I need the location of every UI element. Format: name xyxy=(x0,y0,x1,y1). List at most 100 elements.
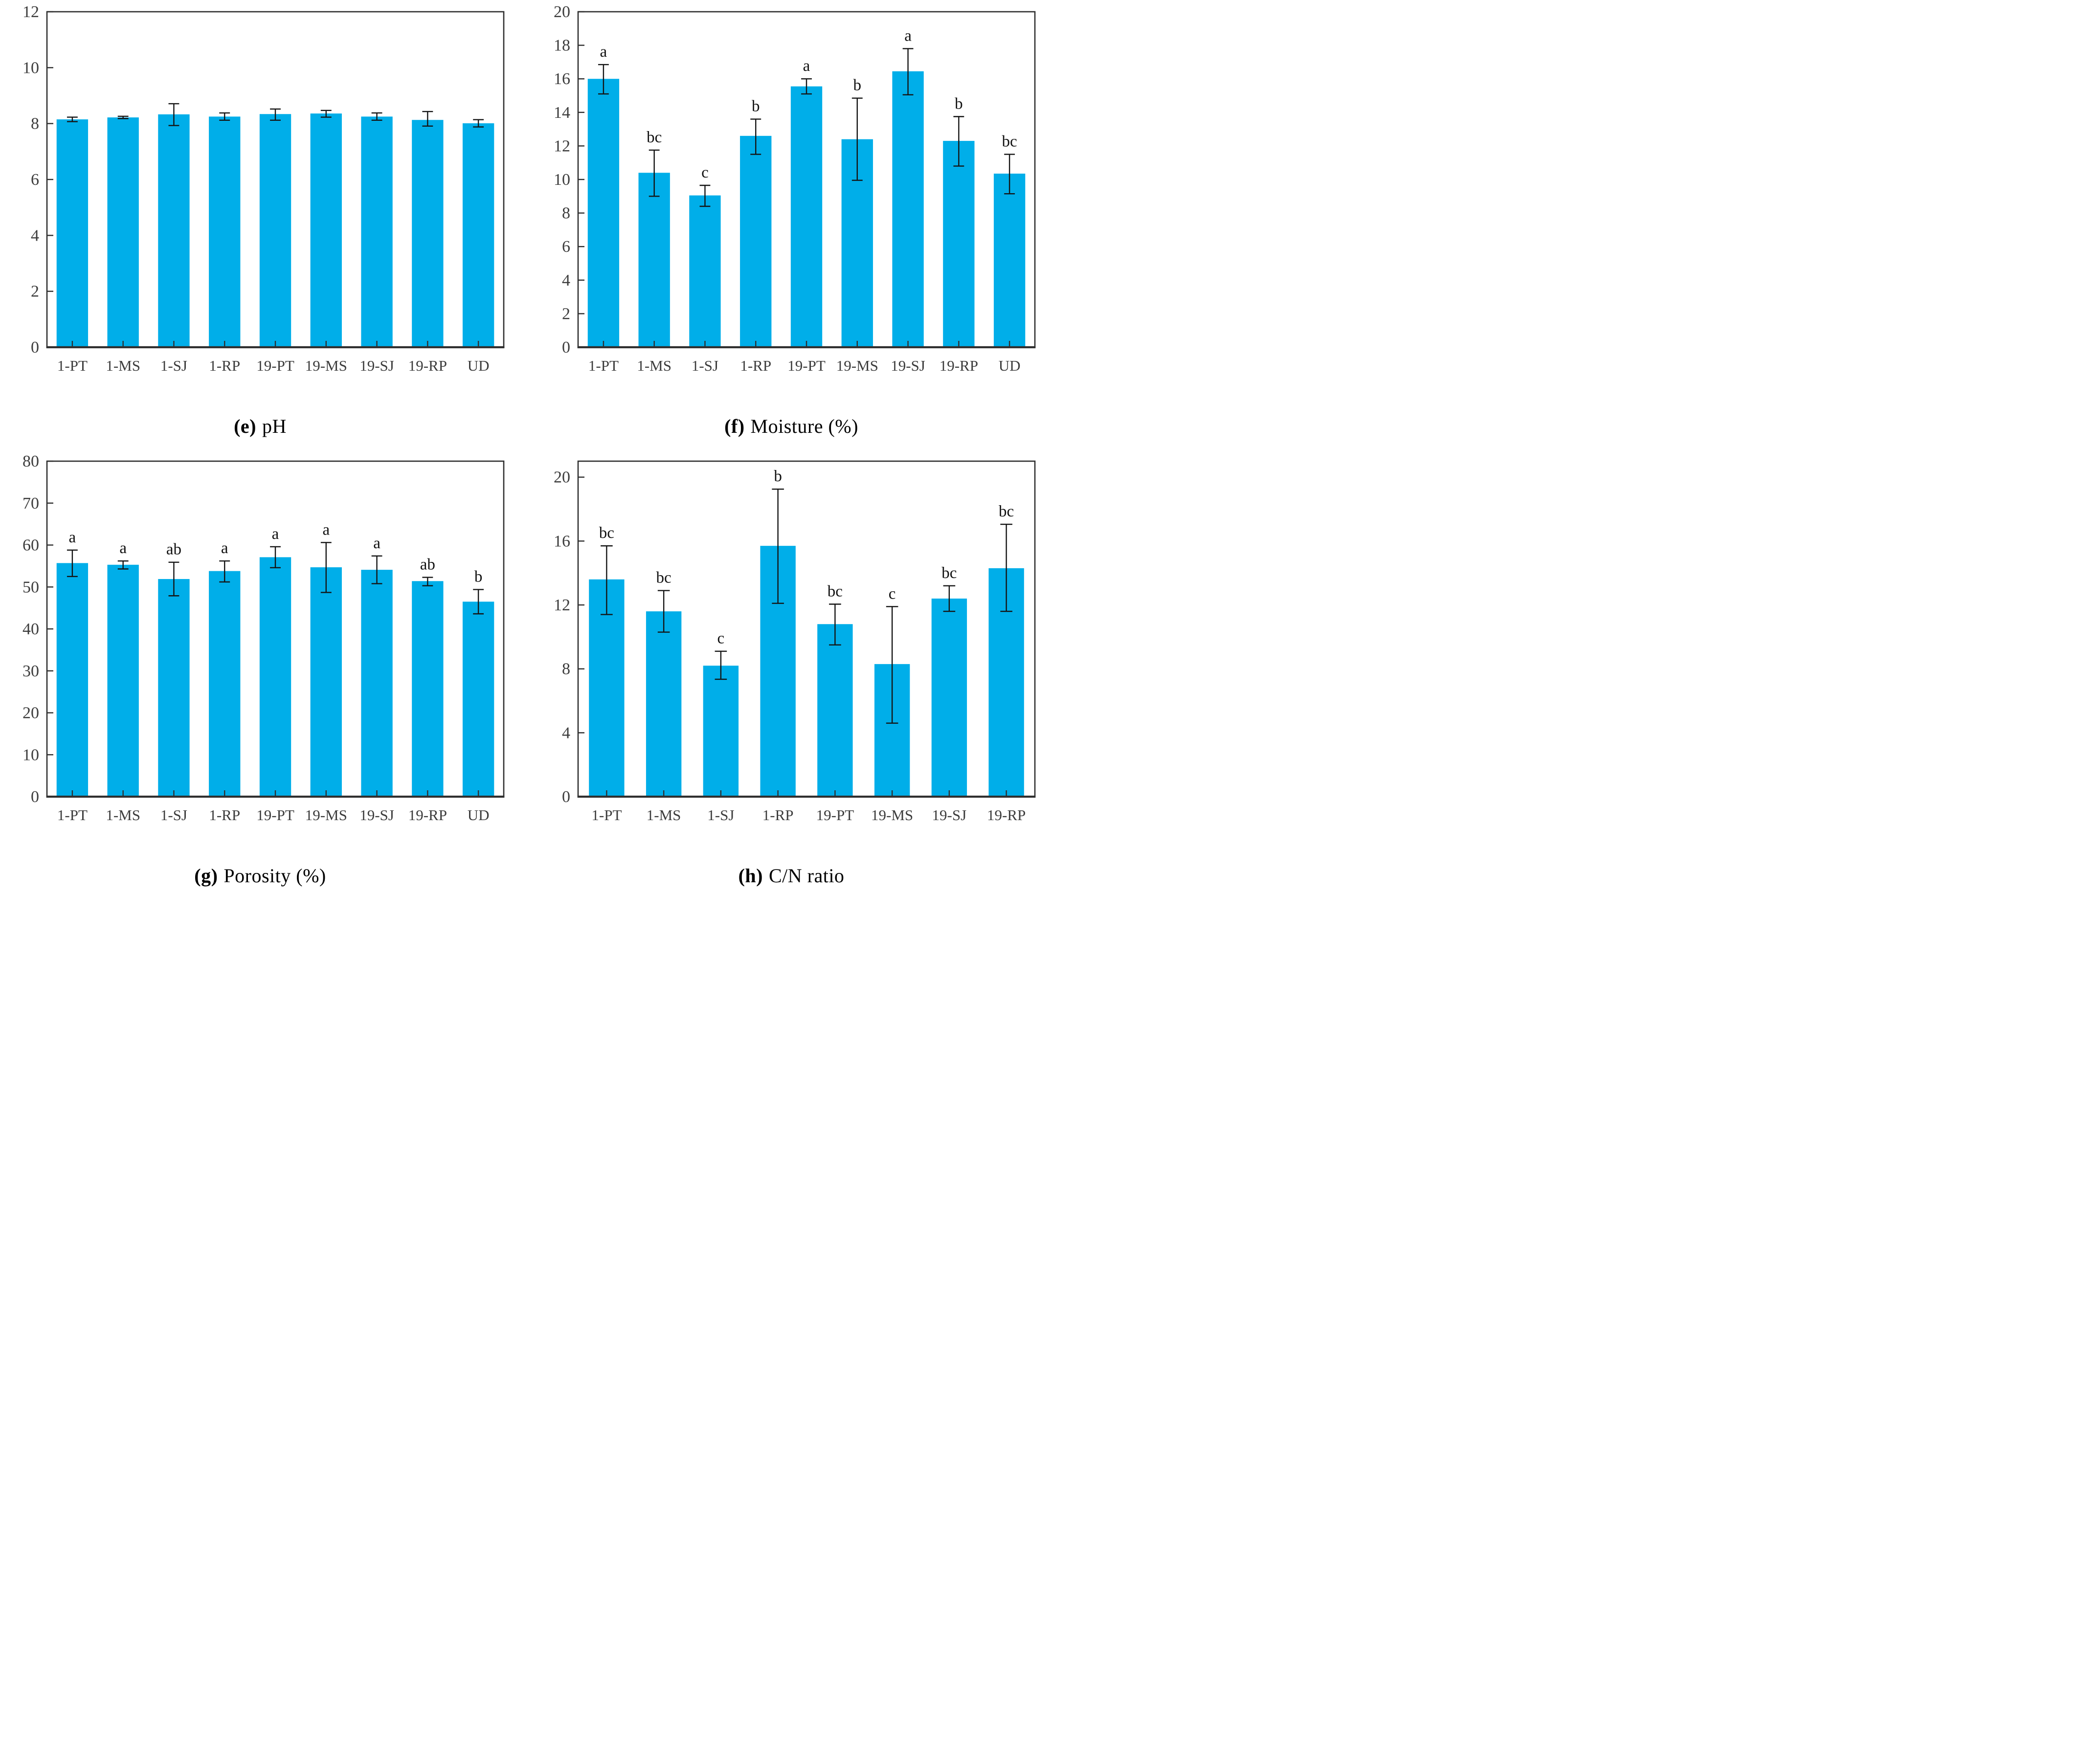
significance-letter-1-RP: b xyxy=(752,98,760,115)
bar-1-RP xyxy=(209,116,241,348)
significance-letter-19-RP: bc xyxy=(999,503,1014,520)
chart-e-ph-plot: 0 2 4 6 8 10 12 1-PT 1-MS 1-SJ 1-RP 19-PT 19-MS 19-SJ… xyxy=(22,5,505,374)
y-axis-tick-label-18: 18 xyxy=(554,37,570,55)
x-axis-category-label-UD: UD xyxy=(468,357,490,374)
bar-19-SJ xyxy=(892,71,924,347)
y-axis-tick-label-40: 40 xyxy=(22,620,39,638)
y-axis-tick-label-80: 80 xyxy=(22,454,39,470)
x-axis-category-label-19-SJ: 19-SJ xyxy=(359,357,394,374)
y-axis-tick-label-8: 8 xyxy=(562,660,570,678)
significance-letter-19-RP: b xyxy=(955,95,963,112)
x-axis-category-label-19-PT: 19-PT xyxy=(256,806,294,824)
significance-letter-1-RP: a xyxy=(221,539,228,557)
x-axis-category-label-1-PT: 1-PT xyxy=(591,806,622,824)
significance-letter-1-PT: a xyxy=(69,529,76,546)
chart-f-caption-label: Moisture (%) xyxy=(750,415,858,437)
y-axis-tick-label-16: 16 xyxy=(554,70,570,88)
chart-g-caption-label: Porosity (%) xyxy=(224,865,326,887)
significance-letter-1-PT: a xyxy=(600,43,607,61)
bar-1-PT xyxy=(56,563,89,797)
y-axis-tick-label-6: 6 xyxy=(562,238,570,256)
x-axis-category-label-19-RP: 19-RP xyxy=(408,357,447,374)
y-axis-tick-label-10: 10 xyxy=(554,171,570,189)
bar-19-PT xyxy=(259,114,291,348)
x-axis-category-label-1-SJ: 1-SJ xyxy=(160,806,187,824)
bar-1-PT xyxy=(587,79,620,347)
x-axis-category-label-UD: UD xyxy=(468,806,490,824)
x-axis-category-label-1-RP: 1-RP xyxy=(762,806,794,824)
chart-g-caption: (g) Porosity (%) xyxy=(0,864,520,887)
x-axis-category-label-1-MS: 1-MS xyxy=(106,806,140,824)
bar-19-MS xyxy=(310,113,342,347)
x-axis-category-label-19-MS: 19-MS xyxy=(305,357,347,374)
chart-h-caption-label: C/N ratio xyxy=(768,865,845,887)
significance-letter-UD: bc xyxy=(1002,133,1017,151)
bar-1-PT xyxy=(589,579,625,797)
y-axis-tick-label-70: 70 xyxy=(22,494,39,513)
bar-UD xyxy=(462,602,494,797)
bar-19-SJ xyxy=(361,116,393,348)
y-axis-tick-label-0: 0 xyxy=(31,338,39,357)
x-axis-category-label-19-SJ: 19-SJ xyxy=(359,806,394,824)
bar-1-PT xyxy=(56,119,89,347)
bar-19-RP xyxy=(412,581,444,797)
y-axis-tick-label-20: 20 xyxy=(554,5,570,21)
y-axis-tick-label-4: 4 xyxy=(562,724,570,742)
y-axis-tick-label-14: 14 xyxy=(554,104,570,122)
bar-19-SJ xyxy=(931,598,967,797)
chart-e-caption: (e) pH xyxy=(0,415,520,438)
x-axis-category-label-19-MS: 19-MS xyxy=(871,806,913,824)
x-axis-category-label-19-RP: 19-RP xyxy=(408,806,447,824)
significance-letter-19-PT: a xyxy=(272,525,279,543)
bar-19-PT xyxy=(259,557,291,797)
bar-1-MS xyxy=(107,564,139,797)
y-axis-tick-label-2: 2 xyxy=(562,305,570,323)
figure-panel-grid: 0 2 4 6 8 10 12 1-PT 1-MS 1-SJ 1-RP 19-PT 19-MS 19-SJ… xyxy=(0,0,1052,915)
x-axis-category-label-1-SJ: 1-SJ xyxy=(692,357,718,374)
significance-letter-19-PT: a xyxy=(803,57,810,75)
x-axis-category-label-19-MS: 19-MS xyxy=(305,806,347,824)
x-axis-category-label-1-RP: 1-RP xyxy=(209,357,240,374)
y-axis-tick-label-8: 8 xyxy=(562,204,570,223)
x-axis-category-label-1-MS: 1-MS xyxy=(106,357,140,374)
significance-letter-19-SJ: a xyxy=(373,535,381,552)
bar-19-PT xyxy=(817,624,853,797)
x-axis-category-label-1-MS: 1-MS xyxy=(637,357,672,374)
x-axis-category-label-19-SJ: 19-SJ xyxy=(891,357,925,374)
chart-panel-f: a bc c b a b a b bc 0 2 4 6 8 10 12 14 16 18 20 1-PT 1-MS 1-SJ… xyxy=(531,5,1052,450)
significance-letter-1-RP: b xyxy=(774,468,782,485)
y-axis-tick-label-60: 60 xyxy=(22,536,39,555)
x-axis-category-label-19-SJ: 19-SJ xyxy=(932,806,967,824)
y-axis-tick-label-16: 16 xyxy=(554,532,570,550)
chart-e-caption-label: pH xyxy=(262,415,287,437)
x-axis-category-label-1-RP: 1-RP xyxy=(209,806,240,824)
chart-panel-h: bc bc c b bc c bc bc 0 4 8 12 16 20 1-PT 1-MS 1-SJ 1-RP 19… xyxy=(531,454,1052,900)
x-axis-category-label-1-SJ: 1-SJ xyxy=(707,806,734,824)
significance-letter-1-MS: a xyxy=(119,539,127,557)
bar-19-PT xyxy=(790,86,823,347)
significance-letter-19-RP: ab xyxy=(420,556,435,574)
y-axis-tick-label-10: 10 xyxy=(22,746,39,764)
y-axis-tick-label-20: 20 xyxy=(22,704,39,722)
y-axis-tick-label-8: 8 xyxy=(31,115,39,133)
y-axis-tick-label-0: 0 xyxy=(562,788,570,806)
bar-1-RP xyxy=(209,571,241,797)
x-axis-category-label-19-PT: 19-PT xyxy=(787,357,826,374)
x-axis-category-label-1-SJ: 1-SJ xyxy=(160,357,187,374)
x-axis-category-label-19-PT: 19-PT xyxy=(256,357,294,374)
bar-19-RP xyxy=(412,120,444,348)
x-axis-category-label-19-RP: 19-RP xyxy=(940,357,978,374)
y-axis-tick-label-2: 2 xyxy=(31,283,39,301)
y-axis-tick-label-30: 30 xyxy=(22,662,39,680)
chart-panel-g: a a ab a a a a ab b 0 10 20 30 40 50 60 70 80 1-PT 1-MS 1-SJ… xyxy=(0,454,520,900)
chart-f-moisture-plot: a bc c b a b a b bc 0 2 4 6 8 10 12 14 16 18 20 1-PT 1-MS 1-SJ… xyxy=(554,5,1036,374)
y-axis-tick-label-4: 4 xyxy=(562,271,570,290)
significance-letter-UD: b xyxy=(474,568,483,585)
chart-panel-e: 0 2 4 6 8 10 12 1-PT 1-MS 1-SJ 1-RP 19-PT 19-MS 19-SJ… xyxy=(0,5,520,450)
y-axis-tick-label-12: 12 xyxy=(554,596,570,614)
chart-h-caption: (h) C/N ratio xyxy=(531,864,1052,887)
significance-letter-19-MS: a xyxy=(322,521,330,538)
x-axis-category-label-1-MS: 1-MS xyxy=(647,806,681,824)
y-axis-tick-label-6: 6 xyxy=(31,171,39,189)
significance-letter-19-SJ: bc xyxy=(941,564,957,582)
